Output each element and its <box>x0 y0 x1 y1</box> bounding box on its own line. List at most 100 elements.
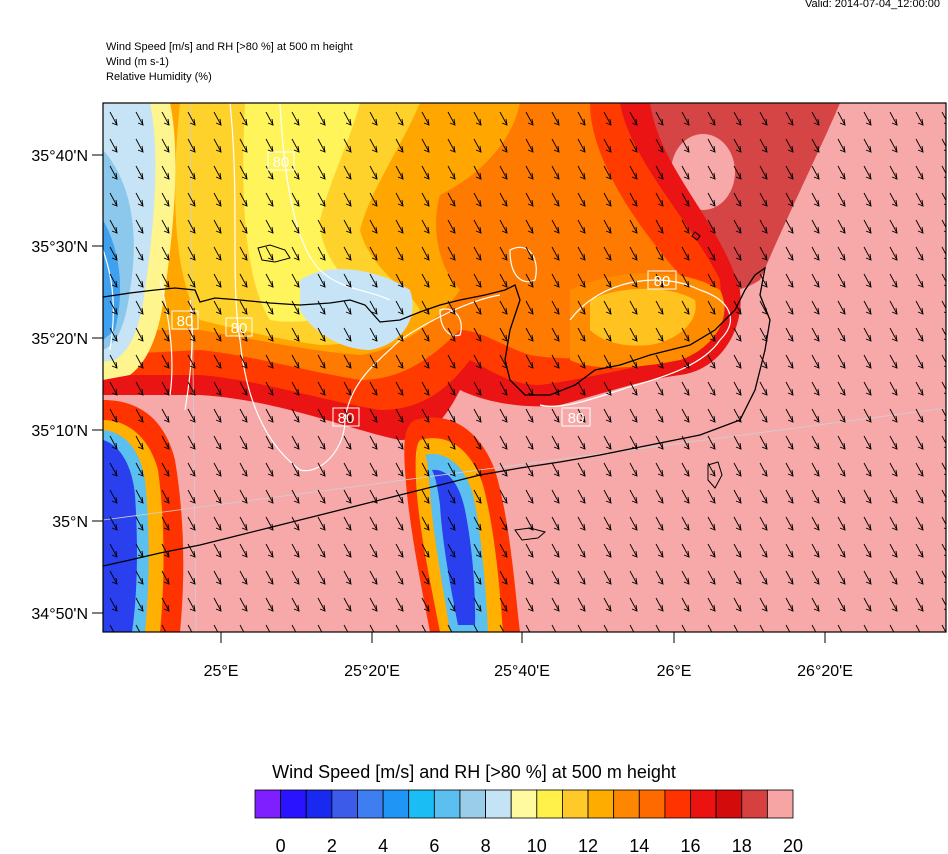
colorbar-swatch <box>562 789 589 819</box>
wind-arrow <box>811 381 820 396</box>
wind-arrow <box>239 111 248 126</box>
wind-arrow <box>525 543 534 558</box>
wind-arrow <box>421 354 430 369</box>
wind-arrow <box>265 300 274 315</box>
wind-arrow <box>213 516 222 531</box>
wind-arrow <box>239 138 248 153</box>
wind-arrow <box>343 408 352 423</box>
wind-arrow <box>239 543 248 558</box>
wind-arrow <box>655 354 664 369</box>
wind-arrow <box>837 273 846 288</box>
wind-arrow <box>603 597 612 612</box>
wind-arrow <box>733 354 742 369</box>
wind-arrow <box>603 381 612 396</box>
wind-arrow <box>655 570 664 585</box>
wind-arrow <box>343 570 352 585</box>
wind-arrow <box>525 381 534 396</box>
wind-arrow <box>187 435 196 450</box>
wind-arrow <box>759 273 768 288</box>
wind-arrow <box>265 489 274 504</box>
wind-arrow <box>187 273 196 288</box>
wind-arrow <box>187 354 196 369</box>
wind-arrow <box>629 327 638 342</box>
wind-arrow <box>915 192 924 207</box>
wind-arrow <box>707 111 716 126</box>
wind-arrow <box>447 381 456 396</box>
rh-contour-line <box>103 249 114 351</box>
wind-arrow <box>343 354 352 369</box>
field-central-tongue-3 <box>432 469 476 625</box>
wind-arrow <box>187 138 196 153</box>
wind-arrow <box>681 489 690 504</box>
rh-label: 80 <box>273 154 290 171</box>
wind-arrow <box>603 111 612 126</box>
wind-arrow <box>473 543 482 558</box>
wind-arrow <box>213 435 222 450</box>
wind-arrow <box>681 543 690 558</box>
wind-arrow <box>889 111 898 126</box>
wind-arrow <box>265 381 274 396</box>
wind-arrow <box>785 435 794 450</box>
wind-arrow <box>785 219 794 234</box>
lon-axis: 25°E 25°20'E 25°40'E 26°E 26°20'E <box>204 632 853 680</box>
wind-arrow <box>499 300 508 315</box>
wind-arrow <box>343 192 352 207</box>
wind-arrow <box>395 165 404 180</box>
wind-arrow <box>837 543 846 558</box>
field-sw-tongue-3 <box>103 440 137 632</box>
wind-arrow <box>551 597 560 612</box>
wind-arrow <box>525 111 534 126</box>
wind-arrow <box>525 597 534 612</box>
wind-arrow <box>265 219 274 234</box>
wind-arrow <box>109 435 118 450</box>
wind-arrow <box>161 192 170 207</box>
wind-arrow <box>239 192 248 207</box>
wind-arrow <box>863 570 872 585</box>
wind-arrow <box>161 273 170 288</box>
wind-arrow <box>317 138 326 153</box>
wind-arrow <box>317 354 326 369</box>
wind-arrow <box>473 489 482 504</box>
wind-arrow <box>863 165 872 180</box>
lat-label: 35°20'N <box>31 331 88 348</box>
wind-arrow <box>317 327 326 342</box>
wind-arrow <box>707 246 716 261</box>
wind-arrow <box>811 543 820 558</box>
wind-arrow <box>551 381 560 396</box>
rh-label: 80 <box>568 410 585 427</box>
wind-arrow <box>187 165 196 180</box>
wind-arrow <box>369 219 378 234</box>
wind-arrow <box>291 219 300 234</box>
wind-arrow <box>473 192 482 207</box>
wind-arrow <box>239 246 248 261</box>
wind-arrow <box>317 192 326 207</box>
wind-arrow <box>655 381 664 396</box>
wind-arrow <box>733 462 742 477</box>
wind-arrow <box>265 435 274 450</box>
wind-arrow <box>707 354 716 369</box>
header-line-1: Wind Speed [m/s] and RH [>80 %] at 500 m… <box>106 41 353 53</box>
wind-arrow <box>239 381 248 396</box>
wind-arrow <box>889 138 898 153</box>
wind-arrow <box>291 543 300 558</box>
wind-arrow <box>395 246 404 261</box>
wind-arrow <box>187 219 196 234</box>
colorbar-tick-label: 10 <box>527 836 547 854</box>
wind-arrow <box>369 273 378 288</box>
wind-arrow <box>317 165 326 180</box>
wind-arrow <box>681 165 690 180</box>
wind-arrow <box>759 435 768 450</box>
wind-arrow <box>525 327 534 342</box>
wind-arrow <box>863 246 872 261</box>
wind-arrow <box>161 489 170 504</box>
islet <box>691 231 701 241</box>
colorbar-tick-label: 4 <box>378 836 388 854</box>
lat-label: 35°N <box>52 514 88 531</box>
wind-arrow <box>265 192 274 207</box>
wind-arrow <box>135 219 144 234</box>
wind-arrow <box>551 246 560 261</box>
colorbar-swatch <box>690 789 717 819</box>
wind-arrow <box>525 462 534 477</box>
wind-arrow <box>525 273 534 288</box>
wind-arrow <box>343 516 352 531</box>
